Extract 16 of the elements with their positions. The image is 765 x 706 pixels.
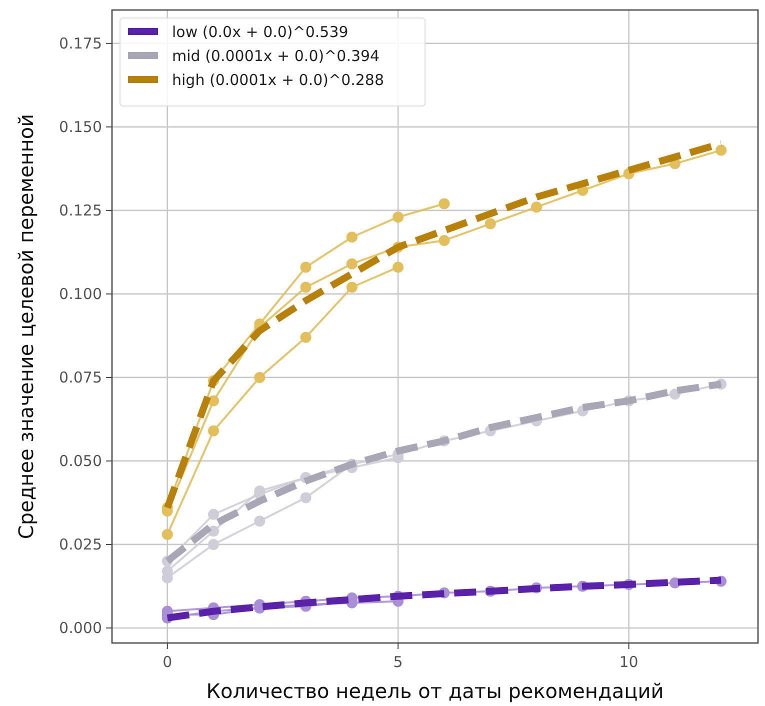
y-tick-label: 0.150 — [59, 118, 102, 136]
legend-label: low (0.0x + 0.0)^0.539 — [172, 23, 348, 41]
y-tick-label: 0.075 — [59, 368, 102, 386]
x-tick-label: 0 — [162, 653, 172, 671]
y-tick-label: 0.000 — [59, 618, 102, 637]
legend-label: high (0.0001x + 0.0)^0.288 — [172, 71, 384, 89]
x-axis-title: Количество недель от даты рекомендаций — [206, 679, 664, 703]
x-tick-label: 5 — [393, 653, 403, 671]
y-tick-label: 0.050 — [59, 452, 102, 470]
y-axis-title: Среднее значение целевой переменной — [14, 114, 38, 540]
x-tick-label: 10 — [619, 653, 638, 671]
y-tick-label: 0.025 — [59, 535, 102, 554]
y-tick-label: 0.125 — [59, 201, 102, 220]
y-tick-label: 0.100 — [59, 284, 102, 303]
y-tick-label: 0.175 — [59, 34, 102, 52]
legend-label: mid (0.0001x + 0.0)^0.394 — [172, 47, 380, 65]
